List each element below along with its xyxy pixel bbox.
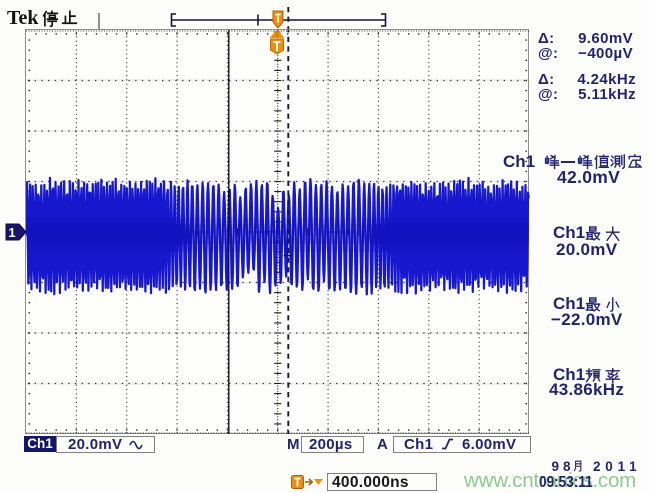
svg-text:1: 1 — [8, 225, 15, 240]
